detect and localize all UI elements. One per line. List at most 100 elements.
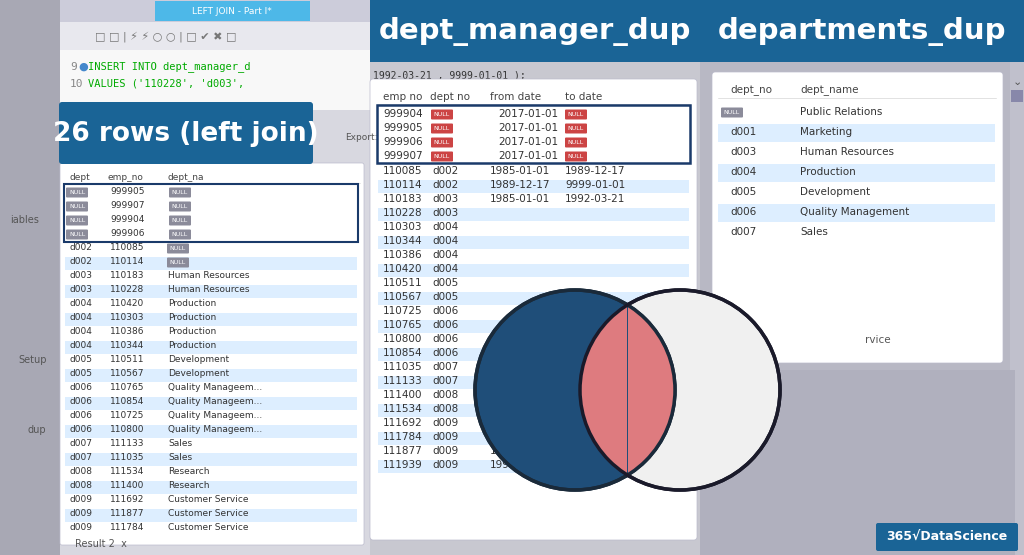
- Text: 111784: 111784: [383, 432, 423, 442]
- Polygon shape: [580, 305, 675, 475]
- FancyBboxPatch shape: [66, 215, 88, 225]
- FancyBboxPatch shape: [378, 306, 689, 319]
- FancyBboxPatch shape: [65, 383, 357, 396]
- Text: 110303: 110303: [383, 222, 423, 232]
- Text: Quality Management: Quality Management: [800, 207, 909, 217]
- Circle shape: [475, 290, 675, 490]
- Text: departments_dup: departments_dup: [718, 18, 1007, 47]
- FancyBboxPatch shape: [378, 151, 689, 164]
- Text: 111035: 111035: [110, 453, 144, 462]
- Text: Sales: Sales: [168, 440, 193, 448]
- Text: NULL: NULL: [172, 232, 188, 237]
- FancyBboxPatch shape: [169, 201, 191, 211]
- Text: 110725: 110725: [383, 306, 423, 316]
- FancyBboxPatch shape: [65, 187, 357, 200]
- Text: 1989-12-17: 1989-12-17: [490, 180, 551, 190]
- Text: d007: d007: [432, 362, 459, 372]
- Text: Customer Service: Customer Service: [168, 509, 249, 518]
- FancyBboxPatch shape: [378, 418, 689, 431]
- Text: 999904: 999904: [110, 215, 144, 225]
- Text: 999907: 999907: [110, 201, 144, 210]
- Text: 111877: 111877: [383, 446, 423, 456]
- FancyBboxPatch shape: [65, 481, 357, 494]
- Text: □ □ | ⚡ ⚡ ○ ○ | □ ✔ ✖ □: □ □ | ⚡ ⚡ ○ ○ | □ ✔ ✖ □: [95, 32, 237, 42]
- FancyBboxPatch shape: [66, 201, 88, 211]
- Text: Public Relations: Public Relations: [800, 107, 883, 117]
- Text: 110386: 110386: [110, 327, 144, 336]
- Text: NULL: NULL: [69, 204, 85, 209]
- Text: d004: d004: [432, 264, 459, 274]
- Text: Human Resources: Human Resources: [168, 285, 250, 295]
- Text: Research: Research: [168, 467, 210, 477]
- Text: 1996-01-03: 1996-01-03: [565, 446, 626, 456]
- Text: 1988-10-17: 1988-10-17: [565, 418, 626, 428]
- FancyBboxPatch shape: [63, 184, 358, 242]
- FancyBboxPatch shape: [876, 523, 1018, 551]
- FancyBboxPatch shape: [65, 313, 357, 326]
- Text: rvice: rvice: [865, 335, 891, 345]
- FancyBboxPatch shape: [565, 152, 587, 162]
- Text: d006: d006: [432, 306, 459, 316]
- Text: d003: d003: [432, 194, 459, 204]
- Text: Result 2  x: Result 2 x: [75, 539, 127, 549]
- Text: d005: d005: [70, 370, 93, 379]
- FancyBboxPatch shape: [378, 278, 689, 291]
- Circle shape: [580, 290, 780, 490]
- Text: 9: 9: [70, 62, 77, 72]
- FancyBboxPatch shape: [65, 453, 357, 466]
- FancyBboxPatch shape: [66, 188, 88, 198]
- FancyBboxPatch shape: [378, 222, 689, 235]
- Text: 110183: 110183: [110, 271, 144, 280]
- FancyBboxPatch shape: [169, 215, 191, 225]
- Text: 111877: 111877: [110, 509, 144, 518]
- Text: d004: d004: [432, 236, 459, 246]
- Text: 2017-01-01: 2017-01-01: [498, 109, 558, 119]
- FancyBboxPatch shape: [65, 523, 357, 536]
- Text: ⌄: ⌄: [1013, 77, 1022, 87]
- Text: NULL: NULL: [568, 126, 584, 131]
- Text: d005: d005: [70, 356, 93, 365]
- Text: 110800: 110800: [110, 426, 144, 435]
- FancyBboxPatch shape: [65, 355, 357, 368]
- FancyBboxPatch shape: [378, 250, 689, 263]
- FancyBboxPatch shape: [65, 215, 357, 228]
- Text: dept_na: dept_na: [168, 173, 205, 181]
- Text: d004: d004: [730, 167, 757, 177]
- FancyBboxPatch shape: [377, 105, 690, 163]
- Text: 110567: 110567: [383, 292, 423, 302]
- Text: d002: d002: [432, 166, 459, 176]
- FancyBboxPatch shape: [169, 230, 191, 240]
- FancyBboxPatch shape: [59, 102, 313, 164]
- FancyBboxPatch shape: [565, 138, 587, 148]
- FancyBboxPatch shape: [700, 62, 1024, 555]
- FancyBboxPatch shape: [700, 0, 1024, 62]
- FancyBboxPatch shape: [65, 243, 357, 256]
- Text: 110114: 110114: [383, 180, 423, 190]
- Text: d001: d001: [730, 127, 757, 137]
- FancyBboxPatch shape: [378, 166, 689, 179]
- Text: d006: d006: [70, 384, 93, 392]
- Text: d006: d006: [432, 320, 459, 330]
- Text: emp no: emp no: [383, 92, 422, 102]
- FancyBboxPatch shape: [431, 138, 453, 148]
- Text: Customer Service: Customer Service: [168, 496, 249, 504]
- Text: 9999-01-01: 9999-01-01: [565, 180, 626, 190]
- FancyBboxPatch shape: [718, 124, 995, 142]
- Text: Sales: Sales: [168, 453, 193, 462]
- FancyBboxPatch shape: [431, 124, 453, 134]
- Text: 1992-09-08: 1992-09-08: [565, 432, 626, 442]
- Text: 1985-01-01: 1985-01-01: [490, 166, 550, 176]
- Text: NULL: NULL: [69, 232, 85, 237]
- Text: 999904: 999904: [383, 109, 423, 119]
- Text: 999906: 999906: [110, 230, 144, 239]
- Text: d008: d008: [432, 404, 459, 414]
- FancyBboxPatch shape: [65, 285, 357, 298]
- Text: d004: d004: [70, 314, 93, 322]
- Text: NULL: NULL: [568, 112, 584, 117]
- FancyBboxPatch shape: [0, 0, 60, 555]
- Text: 1992-03-21 , 9999-01-01 );: 1992-03-21 , 9999-01-01 );: [373, 70, 525, 80]
- Text: emp_no: emp_no: [108, 173, 144, 181]
- FancyBboxPatch shape: [378, 404, 689, 417]
- Text: Quality Manageem...: Quality Manageem...: [168, 411, 262, 421]
- Text: 111400: 111400: [110, 482, 144, 491]
